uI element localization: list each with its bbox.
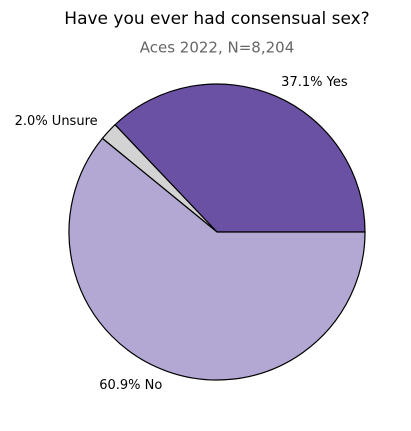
chart-title: Have you ever had consensual sex?	[64, 9, 369, 29]
chart-subtitle: Aces 2022, N=8,204	[140, 39, 295, 57]
slice-label: 2.0% Unsure	[15, 114, 98, 129]
slice-label: 60.9% No	[99, 378, 162, 393]
pie-slice	[114, 83, 366, 233]
slice-label: 37.1% Yes	[281, 75, 348, 90]
pie-slice	[68, 137, 366, 381]
